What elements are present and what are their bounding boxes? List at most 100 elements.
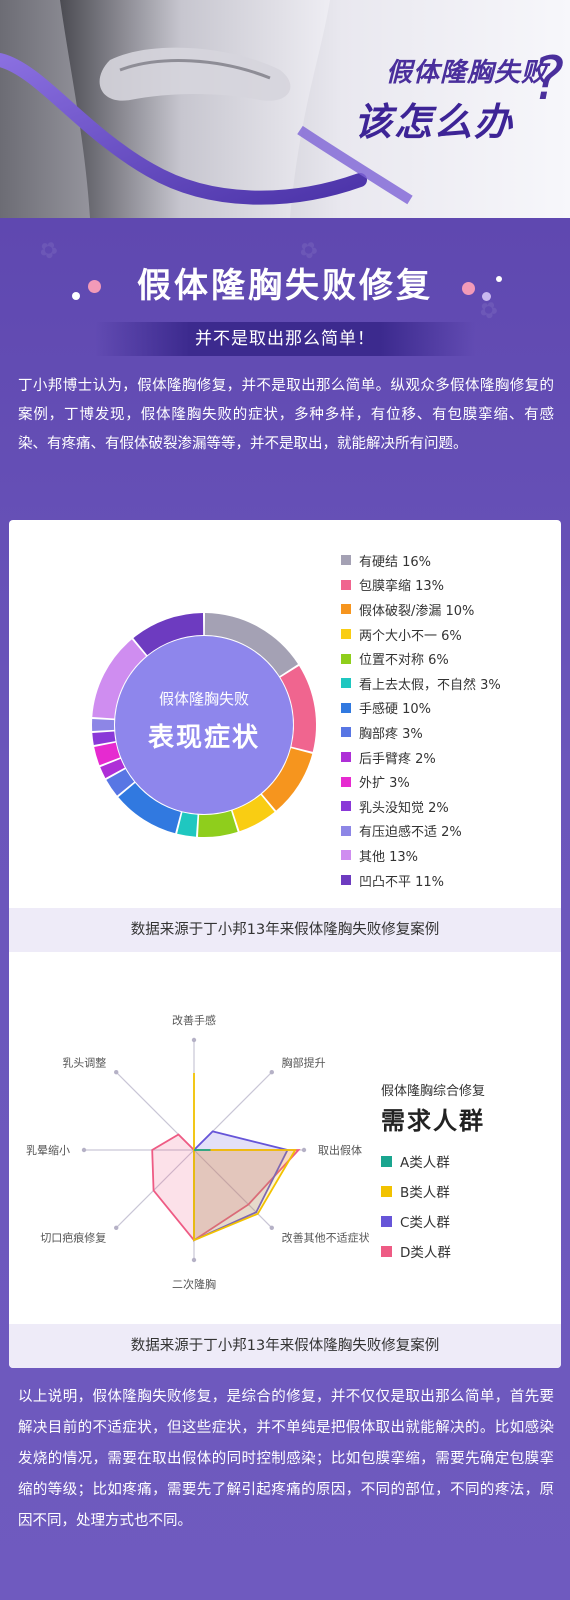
- intro-paragraph: 丁小邦博士认为，假体隆胸修复，并不是取出那么简单。纵观众多假体隆胸修复的案例，丁…: [18, 378, 554, 452]
- radar-axis-end-dot: [191, 1257, 197, 1263]
- radar-axis-end-dot: [301, 1147, 307, 1153]
- radar-axis-label: 二次隆胸: [172, 1277, 216, 1291]
- donut-slice: [232, 794, 275, 832]
- radar-axis-end-dot: [114, 1070, 119, 1075]
- legend-swatch: [341, 776, 351, 787]
- section-subtitle: 并不是取出那么简单！: [95, 322, 475, 356]
- legend-swatch: [341, 801, 351, 812]
- legend-swatch: [341, 825, 351, 836]
- symptom-donut-chart: [92, 613, 316, 837]
- donut-slice: [280, 665, 316, 752]
- donut-slice: [197, 810, 238, 837]
- donut-slice: [118, 782, 181, 834]
- radar-legend-label: C类人群: [400, 1215, 450, 1231]
- decor-dot: [496, 276, 502, 282]
- radar-axis-end-dot: [81, 1147, 87, 1153]
- donut-center-label: 假体隆胸失败 表现症状: [99, 688, 309, 754]
- radar-legend-big: 需求人群: [381, 1107, 485, 1135]
- legend-label: 位置不对称 6%: [359, 653, 449, 669]
- donut-slice: [261, 748, 313, 811]
- donut-slice: [133, 613, 204, 656]
- radar-axis-label: 乳头调整: [62, 1055, 106, 1069]
- legend-label: 胸部疼 3%: [359, 726, 423, 742]
- main-content: ✿ ✿ ✿ 假体隆胸失败修复 并不是取出那么简单！ 丁小邦博士认为，假体隆胸修复…: [0, 218, 570, 1600]
- conclusion-paragraph: 以上说明，假体隆胸失败修复，是综合的修复，并不仅仅是取出那么简单，首先要解决目前…: [18, 1389, 554, 1529]
- legend-label: 两个大小不一 6%: [359, 628, 462, 644]
- radar-legend: 假体隆胸综合修复 需求人群 A类人群 B类人群 C类人群 D类人群: [381, 1080, 485, 1266]
- legend-swatch: [341, 629, 351, 640]
- donut-card-footer: 数据来源于丁小邦13年来假体隆胸失败修复案例: [9, 908, 561, 952]
- donut-slice: [204, 613, 299, 677]
- radar-legend-label: A类人群: [400, 1155, 450, 1171]
- legend-item: 包膜挛缩 13%: [341, 573, 501, 598]
- radar-legend-swatch: [381, 1215, 392, 1227]
- legend-label: 看上去太假，不自然 3%: [359, 677, 501, 693]
- radar-axis-label: 切口疤痕修复: [40, 1231, 106, 1245]
- decor-dot: [88, 280, 101, 293]
- donut-center-disc: [115, 636, 293, 814]
- legend-item: 假体破裂/渗漏 10%: [341, 597, 501, 622]
- radar-legend-item: C类人群: [381, 1206, 485, 1236]
- radar-legend-item: D类人群: [381, 1236, 485, 1266]
- legend-item: 其他 13%: [341, 843, 501, 868]
- legend-label: 其他 13%: [359, 849, 419, 865]
- radar-legend-rows: A类人群 B类人群 C类人群 D类人群: [381, 1146, 485, 1266]
- legend-item: 手感硬 10%: [341, 696, 501, 721]
- legend-label: 有硬结 16%: [359, 554, 432, 570]
- radar-axis-label: 乳晕缩小: [26, 1144, 70, 1157]
- radar-legend-label: B类人群: [400, 1185, 450, 1201]
- legend-label: 有压迫感不适 2%: [359, 825, 462, 841]
- radar-axis-end-dot: [114, 1225, 119, 1230]
- hero-title: 假体隆胸失败 该怎么办 ?: [354, 44, 564, 146]
- donut-slice: [100, 758, 125, 779]
- legend-swatch: [341, 555, 351, 566]
- radar-legend-item: A类人群: [381, 1146, 485, 1176]
- radar-legend-swatch: [381, 1245, 392, 1257]
- legend-swatch: [341, 850, 351, 861]
- radar-chart-card: 改善手感 胸部提升 取出假体 改善其他不适症状 二次隆胸 切口疤痕修复 乳晕缩小 乳头调整 假…: [9, 980, 561, 1368]
- section-title: 假体隆胸失败修复: [137, 266, 433, 306]
- legend-swatch: [341, 678, 351, 689]
- hero-banner: 假体隆胸失败 该怎么办 ?: [0, 0, 570, 218]
- radar-axis-label: 取出假体: [318, 1143, 362, 1157]
- decor-dot: [462, 282, 475, 295]
- hero-figure-illustration: [0, 0, 413, 218]
- legend-label: 包膜挛缩 13%: [359, 579, 445, 595]
- donut-slice: [177, 812, 198, 837]
- radar-legend-swatch: [381, 1155, 392, 1167]
- question-mark-glyph: ?: [532, 44, 564, 114]
- legend-item: 凹凸不平 11%: [341, 868, 501, 893]
- legend-item: 后手臂疼 2%: [341, 745, 501, 770]
- legend-label: 外扩 3%: [359, 776, 410, 792]
- radar-legend-small: 假体隆胸综合修复: [381, 1084, 486, 1099]
- legend-label: 手感硬 10%: [359, 702, 432, 718]
- donut-center-small: 假体隆胸失败: [158, 690, 249, 708]
- radar-axis-label: 改善其他不适症状: [282, 1231, 369, 1245]
- legend-item: 有压迫感不适 2%: [341, 819, 501, 844]
- decor-dot: [72, 292, 80, 300]
- legend-swatch: [341, 579, 351, 590]
- legend-item: 乳头没知觉 2%: [341, 794, 501, 819]
- legend-label: 凹凸不平 11%: [359, 874, 445, 890]
- radar-legend-item: B类人群: [381, 1176, 485, 1206]
- radar-axis-end-dot: [269, 1225, 274, 1230]
- legend-item: 看上去太假，不自然 3%: [341, 671, 501, 696]
- legend-swatch: [341, 727, 351, 738]
- donut-center-big: 表现症状: [147, 723, 260, 753]
- legend-item: 有硬结 16%: [341, 548, 501, 573]
- legend-label: 后手臂疼 2%: [359, 751, 436, 767]
- donut-slice: [106, 769, 135, 796]
- donut-slice: [92, 731, 116, 745]
- legend-item: 胸部疼 3%: [341, 720, 501, 745]
- legend-label: 假体破裂/渗漏 10%: [359, 603, 475, 619]
- radar-legend-swatch: [381, 1185, 392, 1197]
- legend-swatch: [341, 604, 351, 615]
- radar-axis-end-dot: [191, 1037, 197, 1043]
- radar-card-footer: 数据来源于丁小邦13年来假体隆胸失败修复案例: [9, 1324, 561, 1368]
- donut-legend: 有硬结 16% 包膜挛缩 13% 假体破裂/渗漏 10% 两个大小不一 6% 位置不对称…: [341, 548, 501, 892]
- decor-dot: [482, 292, 491, 301]
- radar-series-polygon: [193, 1073, 297, 1242]
- radar-axis-label: 胸部提升: [282, 1055, 326, 1069]
- radar-axis-line: [115, 1149, 195, 1229]
